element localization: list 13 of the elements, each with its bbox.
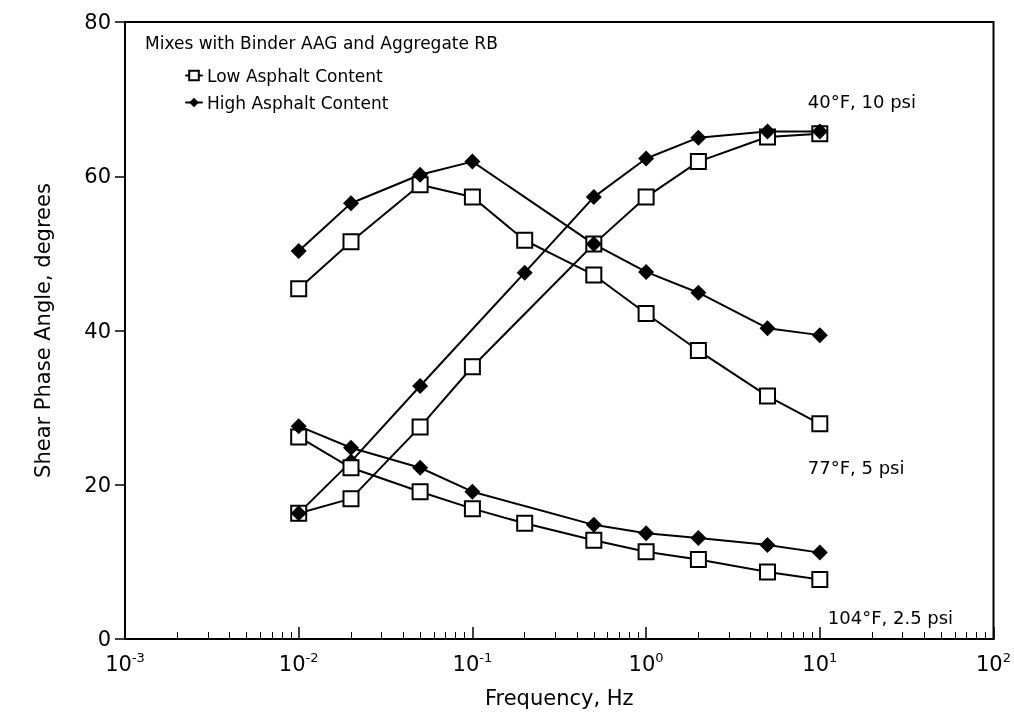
y-tick-label: 20 [84,472,111,497]
y-axis-title: Shear Phase Angle, degrees [30,183,55,478]
x-axis-title: Frequency, Hz [484,685,634,710]
annotation: 40°F, 10 psi [807,91,916,113]
legend-label: High Asphalt Content [207,92,389,113]
legend-label: Low Asphalt Content [207,65,384,86]
annotation: 104°F, 2.5 psi [827,607,954,629]
y-tick-label: 80 [84,10,111,34]
legend-title: Mixes with Binder AAG and Aggregate RB [145,32,498,53]
y-tick-label: 40 [84,318,111,343]
y-tick-label: 60 [84,164,111,189]
annotation: 77°F, 5 psi [807,457,905,479]
y-tick-label: 0 [97,627,111,651]
